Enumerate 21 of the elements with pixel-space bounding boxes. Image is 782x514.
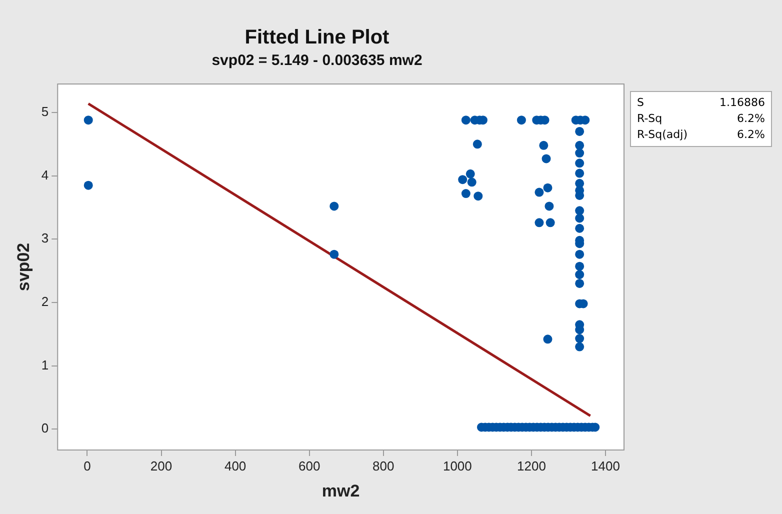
y-tick-label: 3 — [41, 230, 49, 246]
y-tick-label: 0 — [41, 420, 49, 436]
x-axis-title: mw2 — [322, 481, 360, 500]
y-tick-label: 1 — [41, 357, 49, 372]
x-tick-label: 200 — [150, 458, 172, 474]
x-tick-label: 600 — [298, 458, 320, 474]
chart-title: Fitted Line Plot — [244, 26, 390, 49]
text: S 1.16886 — [637, 96, 765, 109]
x-tick-label: 1200 — [516, 458, 546, 474]
y-axis-title: svp02 — [14, 242, 33, 292]
text: R-Sq 6.2% — [637, 112, 765, 125]
y-tick-label: 2 — [41, 294, 49, 310]
y-tick-label: 5 — [41, 104, 49, 120]
x-tick-label: 1400 — [591, 458, 620, 474]
x-tick-label: 800 — [372, 458, 394, 474]
chart-subtitle: svp02 = 5.149 - 0.003635 mw2 — [212, 52, 422, 70]
x-tick-label: 0 — [84, 458, 91, 474]
x-tick-label: 1000 — [442, 458, 472, 474]
y-tick-label: 4 — [41, 167, 49, 182]
text: R-Sq(adj) 6.2% — [637, 128, 765, 141]
x-tick-label: 400 — [224, 458, 246, 474]
